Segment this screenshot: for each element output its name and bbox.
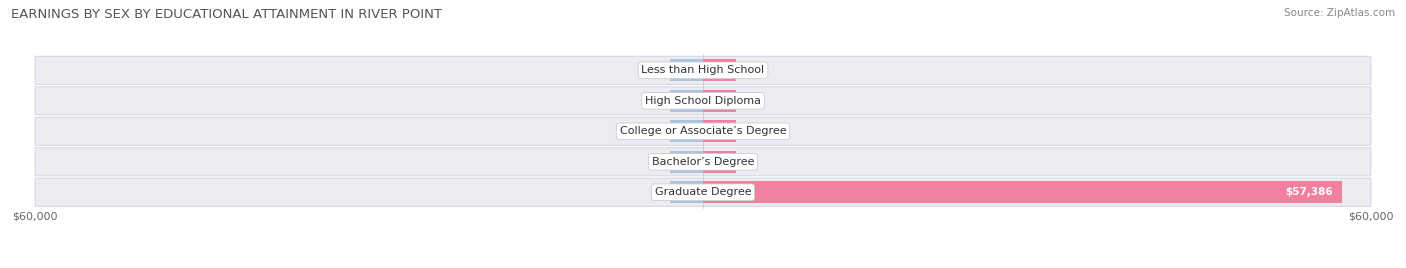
FancyBboxPatch shape bbox=[35, 148, 1371, 176]
Text: Bachelor’s Degree: Bachelor’s Degree bbox=[652, 157, 754, 167]
Bar bbox=[703, 181, 1341, 203]
Text: $0: $0 bbox=[741, 96, 754, 106]
Bar bbox=[669, 151, 703, 173]
Text: $0: $0 bbox=[741, 65, 754, 75]
Text: $0: $0 bbox=[652, 65, 665, 75]
Text: $0: $0 bbox=[741, 157, 754, 167]
Text: Less than High School: Less than High School bbox=[641, 65, 765, 75]
Text: $0: $0 bbox=[741, 126, 754, 136]
Bar bbox=[703, 59, 737, 81]
FancyBboxPatch shape bbox=[35, 178, 1371, 206]
Text: High School Diploma: High School Diploma bbox=[645, 96, 761, 106]
Bar bbox=[669, 120, 703, 142]
FancyBboxPatch shape bbox=[35, 117, 1371, 145]
Bar bbox=[703, 120, 737, 142]
FancyBboxPatch shape bbox=[35, 56, 1371, 84]
Bar bbox=[703, 151, 737, 173]
FancyBboxPatch shape bbox=[35, 87, 1371, 115]
Legend: Male, Female: Male, Female bbox=[645, 265, 761, 268]
Bar bbox=[703, 90, 737, 112]
Text: $0: $0 bbox=[652, 126, 665, 136]
Text: $0: $0 bbox=[652, 96, 665, 106]
Text: $0: $0 bbox=[652, 157, 665, 167]
Bar bbox=[669, 90, 703, 112]
Text: EARNINGS BY SEX BY EDUCATIONAL ATTAINMENT IN RIVER POINT: EARNINGS BY SEX BY EDUCATIONAL ATTAINMEN… bbox=[11, 8, 443, 21]
Text: $0: $0 bbox=[652, 187, 665, 197]
Bar bbox=[669, 59, 703, 81]
Bar bbox=[669, 181, 703, 203]
Text: Source: ZipAtlas.com: Source: ZipAtlas.com bbox=[1284, 8, 1395, 18]
Text: College or Associate’s Degree: College or Associate’s Degree bbox=[620, 126, 786, 136]
Text: Graduate Degree: Graduate Degree bbox=[655, 187, 751, 197]
Text: $57,386: $57,386 bbox=[1285, 187, 1333, 197]
